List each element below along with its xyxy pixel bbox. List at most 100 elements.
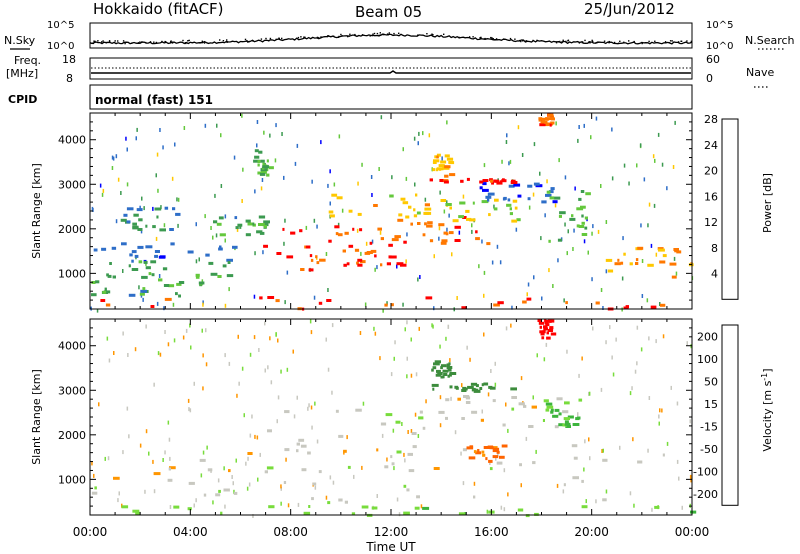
scatter-point (406, 232, 408, 237)
scatter-point (138, 285, 140, 290)
scatter-point (676, 250, 682, 254)
colorbar-frame (721, 324, 739, 506)
scatter-point (262, 165, 270, 169)
scatter-point (403, 240, 407, 244)
scatter-point (247, 222, 253, 226)
scatter-point (202, 386, 204, 391)
scatter-point (217, 275, 222, 278)
scatter-point (438, 226, 441, 231)
scatter-point (296, 143, 299, 148)
scatter-point (558, 158, 560, 163)
scatter-point (462, 386, 467, 390)
scatter-point (676, 459, 679, 464)
velocity-colorbar-label: Velocity [m s-1] (760, 368, 774, 451)
nsearch-point (468, 36, 471, 38)
scatter-point (402, 147, 404, 152)
scatter-point (422, 131, 424, 136)
nsearch-point (184, 42, 187, 44)
scatter-point (436, 167, 444, 171)
scatter-point (544, 213, 546, 218)
scatter-point (140, 289, 147, 293)
nsearch-point (386, 33, 389, 35)
scatter-point (258, 348, 260, 352)
scatter-point (407, 430, 409, 434)
scatter-point (578, 398, 583, 402)
scatter-point (328, 239, 332, 243)
scatter-point (190, 345, 192, 350)
scatter-point (215, 493, 221, 497)
scatter-point (462, 481, 465, 486)
scatter-point (371, 506, 378, 510)
nsearch-point (170, 41, 172, 43)
scatter-point (187, 398, 190, 403)
scatter-point (562, 410, 569, 414)
scatter-point (101, 247, 107, 251)
nsearch-point (654, 40, 656, 42)
scatter-point (621, 276, 624, 281)
scatter-point (152, 459, 154, 464)
scatter-point (564, 175, 567, 180)
nsearch-point (338, 35, 340, 38)
scatter-point (403, 511, 410, 515)
scatter-point (241, 199, 243, 203)
colorbar-tick-label: 100 (697, 353, 718, 366)
scatter-point (219, 245, 222, 249)
scatter-point (527, 282, 530, 287)
scatter-point (319, 258, 326, 262)
scatter-point (267, 365, 269, 370)
scatter-point (591, 231, 593, 236)
scatter-point (214, 193, 216, 198)
scatter-point (492, 449, 499, 453)
scatter-point (157, 351, 160, 356)
scatter-point (455, 386, 459, 390)
nsearch-point (578, 42, 581, 44)
scatter-point (275, 332, 277, 337)
scatter-point (540, 332, 545, 336)
scatter-point (406, 320, 408, 325)
scatter-point (331, 193, 338, 197)
scatter-point (448, 213, 450, 218)
scatter-point (391, 462, 395, 466)
scatter-point (391, 175, 393, 180)
noise-panel: N.Sky 10^5 10^0 10^5 10^0 N.Search (4, 20, 795, 52)
scatter-point (572, 247, 574, 251)
scatter-point (254, 155, 260, 159)
scatter-point (533, 142, 536, 147)
scatter-point (395, 420, 401, 424)
scatter-point (458, 512, 466, 516)
nsearch-point (677, 41, 680, 43)
scatter-point (629, 391, 632, 396)
noise-left-tick-hi: 10^5 (47, 20, 74, 31)
scatter-point (256, 230, 263, 234)
scatter-point (314, 401, 316, 406)
scatter-point (465, 396, 471, 400)
scatter-point (565, 425, 571, 428)
scatter-point (432, 366, 437, 370)
scatter-point (553, 196, 561, 200)
scatter-point (441, 239, 448, 243)
scatter-point (212, 500, 214, 505)
scatter-point (275, 299, 280, 303)
scatter-point (389, 255, 397, 259)
scatter-point (346, 435, 348, 440)
scatter-point (454, 430, 457, 435)
scatter-point (537, 319, 542, 322)
scatter-point (134, 347, 137, 352)
scatter-point (424, 207, 432, 211)
scatter-point (144, 489, 146, 494)
scatter-point (481, 200, 489, 204)
scatter-point (311, 497, 314, 501)
scatter-point (327, 288, 329, 292)
scatter-point (558, 423, 564, 427)
scatter-point (388, 255, 392, 259)
nsearch-point (432, 34, 434, 36)
scatter-point (102, 290, 107, 294)
scatter-point (305, 245, 311, 249)
scatter-point (360, 251, 362, 256)
scatter-point (581, 221, 585, 225)
nsearch-point (361, 34, 364, 36)
scatter-point (376, 265, 378, 270)
scatter-point (202, 302, 204, 307)
scatter-point (492, 399, 496, 403)
scatter-point (141, 275, 148, 279)
